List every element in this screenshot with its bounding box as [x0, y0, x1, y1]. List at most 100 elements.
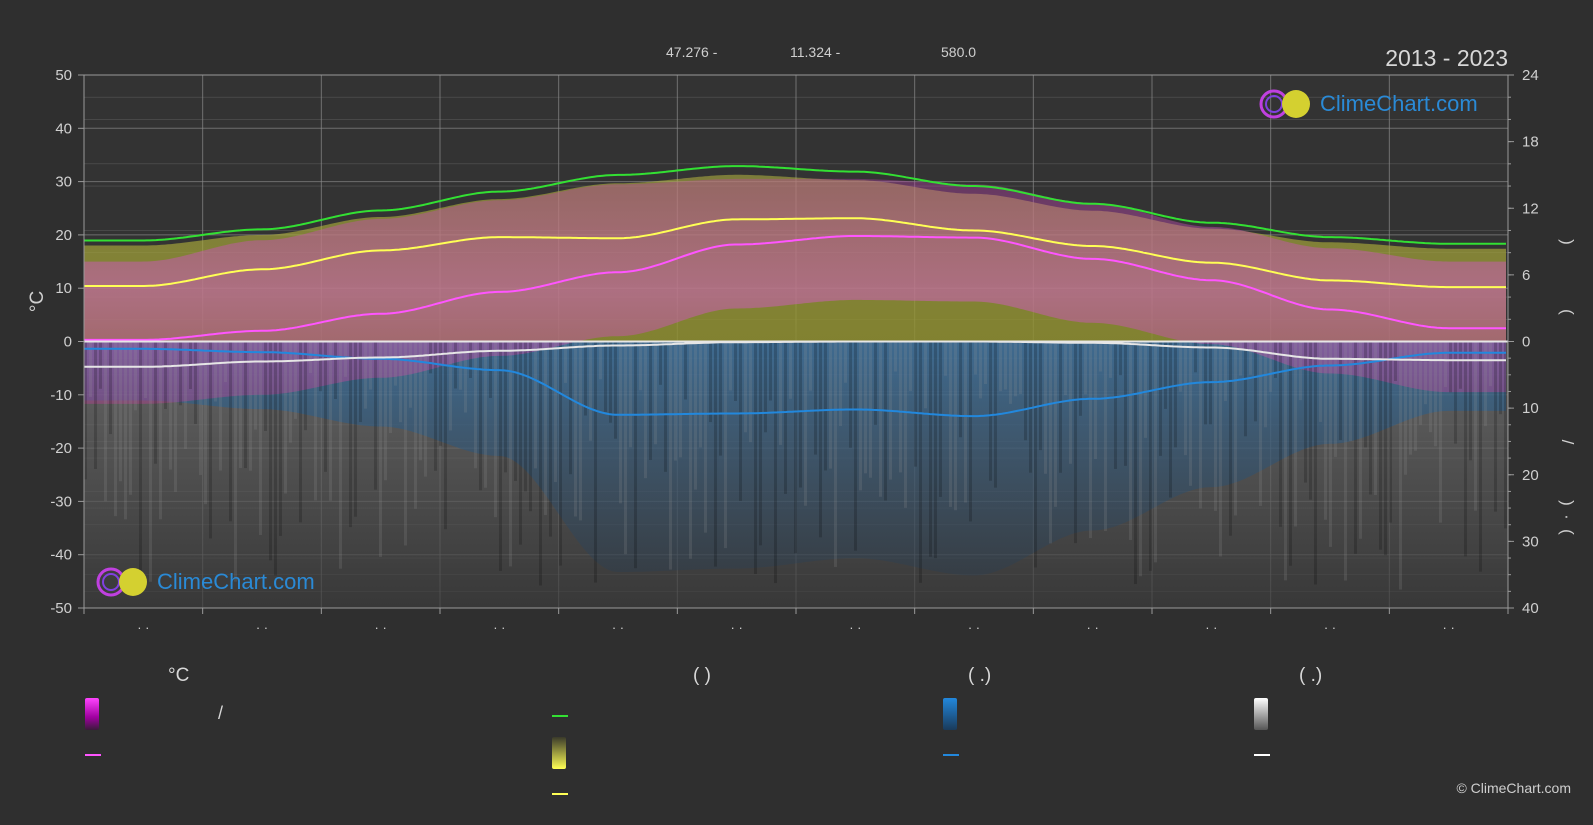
daily-stripe [1089, 341, 1092, 539]
daily-stripe [784, 341, 787, 494]
logo-top[interactable]: ClimeChart.com [1258, 88, 1478, 120]
y-left-tick-label: -10 [50, 387, 72, 404]
daily-stripe [909, 341, 912, 391]
daily-stripe [579, 341, 582, 521]
daily-stripe [719, 341, 722, 456]
y-right-tick-label: 10 [1522, 400, 1539, 417]
y-right-axis-label-fragment: · [1558, 514, 1577, 520]
y-right-axis-label-fragment: ) [1558, 239, 1577, 245]
daily-stripe [694, 341, 697, 490]
elevation-label: 580.0 [941, 44, 977, 60]
daily-stripe [464, 341, 467, 413]
daily-stripe [634, 341, 637, 569]
daily-stripe [969, 341, 972, 522]
daily-stripe [144, 341, 147, 399]
daily-stripe [964, 341, 967, 503]
daily-stripe [139, 341, 142, 579]
x-tick-label: · · [1324, 620, 1336, 635]
daily-stripe [269, 341, 272, 561]
daily-stripe [399, 341, 402, 423]
legend-slash: / [218, 703, 224, 723]
climechart-logo-icon [96, 567, 147, 597]
daily-stripe [939, 341, 942, 497]
daily-stripe [919, 341, 922, 583]
daylight-line [84, 165, 1506, 245]
legend-rain-heading: ( .) [968, 665, 992, 686]
daily-stripe [569, 341, 572, 475]
daily-stripe [914, 341, 917, 467]
climechart-logo-icon [1259, 89, 1310, 119]
x-tick-label: · · [731, 620, 743, 635]
daily-stripe [1084, 341, 1087, 395]
daily-stripe [304, 341, 307, 431]
daily-stripe [1044, 341, 1047, 474]
daily-stripe [1439, 341, 1442, 523]
daily-stripe [1389, 341, 1392, 523]
daily-stripe [319, 341, 322, 392]
daily-stripe [1229, 341, 1232, 536]
daily-stripe [1069, 341, 1072, 464]
daily-stripe [324, 341, 327, 472]
y-right-axis-label-fragment: / [1558, 440, 1577, 445]
daily-stripe [124, 341, 127, 520]
daily-stripe [1379, 341, 1382, 550]
daily-stripe [164, 341, 167, 409]
x-tick-label: · · [375, 620, 387, 635]
daily-stripe [294, 341, 297, 419]
daily-stripe [414, 341, 417, 509]
daily-stripe [1179, 341, 1182, 392]
daily-stripe [394, 341, 397, 386]
daily-stripe [1164, 341, 1167, 409]
daily-stripe [929, 341, 932, 557]
daily-stripe [649, 341, 652, 460]
legend-snow-heading: ( .) [1299, 665, 1323, 686]
daily-stripe [1469, 341, 1472, 461]
daily-stripe [699, 341, 702, 448]
daily-stripe [1159, 341, 1162, 456]
daily-stripe [84, 341, 87, 480]
daily-stripe [1359, 341, 1362, 539]
daily-stripe [444, 341, 447, 530]
daily-stripe [369, 341, 372, 390]
daily-stripe [984, 341, 987, 384]
daily-stripe [379, 341, 382, 558]
x-tick-label: · · [612, 620, 624, 635]
daily-stripe [504, 341, 507, 473]
daily-stripe [1334, 341, 1337, 457]
x-tick-label: · · [256, 620, 268, 635]
daily-stripe [524, 341, 527, 492]
daily-stripe [1019, 341, 1022, 394]
daily-stripe [219, 341, 222, 471]
temperature-mean-line [84, 235, 1506, 341]
daily-stripe [629, 341, 632, 448]
daily-stripe [544, 341, 547, 516]
daily-stripe [804, 341, 807, 506]
daily-stripe [674, 341, 677, 461]
daily-stripe [1024, 341, 1027, 441]
rain-range-area [84, 341, 1506, 576]
daily-stripe [1479, 341, 1482, 572]
daily-stripe [1394, 341, 1397, 381]
daily-stripe [924, 341, 927, 409]
daily-stripe [744, 341, 747, 433]
daily-stripe [1499, 341, 1502, 415]
logo-bottom[interactable]: ClimeChart.com [95, 566, 315, 598]
daily-stripe [1234, 341, 1237, 516]
daily-stripe [1444, 341, 1447, 388]
daily-stripe [1174, 341, 1177, 448]
y-left-tick-label: 10 [55, 280, 72, 297]
daily-stripe [1319, 341, 1322, 422]
sunshine-line [84, 217, 1506, 289]
daily-stripe [594, 341, 597, 583]
daily-stripe [384, 341, 387, 481]
daily-stripe [684, 341, 687, 400]
daily-stripe [249, 341, 252, 471]
daily-stripe [199, 341, 202, 476]
daily-stripe [314, 341, 317, 501]
y-left-tick-label: -30 [50, 493, 72, 510]
daily-stripe [334, 341, 337, 400]
daily-stripe [989, 341, 992, 481]
daily-stripe [174, 341, 177, 492]
daily-stripe [1284, 341, 1287, 581]
